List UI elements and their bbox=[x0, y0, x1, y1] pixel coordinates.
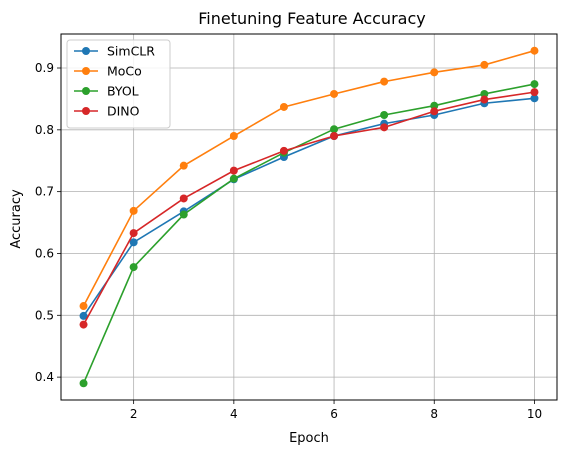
series-moco bbox=[79, 46, 539, 311]
data-point-moco bbox=[129, 206, 138, 215]
series-byol bbox=[79, 80, 539, 388]
x-tick-label: 6 bbox=[330, 407, 338, 421]
data-point-dino bbox=[229, 166, 238, 175]
data-point-byol bbox=[229, 174, 238, 183]
x-tick-label: 8 bbox=[430, 407, 438, 421]
data-point-moco bbox=[229, 132, 238, 141]
data-point-dino bbox=[79, 320, 88, 329]
data-point-dino bbox=[480, 95, 489, 104]
data-point-dino bbox=[330, 132, 339, 141]
data-point-byol bbox=[480, 89, 489, 98]
series-line-moco bbox=[82, 49, 535, 307]
data-point-moco bbox=[480, 60, 489, 69]
y-tick-label: 0.6 bbox=[35, 246, 54, 260]
data-point-dino bbox=[279, 146, 288, 155]
data-point-byol bbox=[430, 101, 439, 110]
data-point-dino bbox=[380, 123, 389, 132]
y-tick-label: 0.8 bbox=[35, 123, 54, 137]
chart-title: Finetuning Feature Accuracy bbox=[198, 9, 425, 28]
data-point-moco bbox=[330, 89, 339, 98]
y-tick-label: 0.5 bbox=[35, 308, 54, 322]
data-point-simclr bbox=[79, 311, 88, 320]
y-tick-label: 0.4 bbox=[35, 370, 54, 384]
y-tick-label: 0.9 bbox=[35, 61, 54, 75]
data-point-moco bbox=[380, 77, 389, 86]
data-point-moco bbox=[79, 302, 88, 311]
series-layer bbox=[79, 46, 539, 388]
y-tick-label: 0.7 bbox=[35, 185, 54, 199]
series-line-byol bbox=[82, 83, 535, 384]
series-line-simclr bbox=[82, 97, 535, 317]
series-line-dino bbox=[82, 91, 535, 325]
x-tick-label: 2 bbox=[130, 407, 138, 421]
legend-label-byol: BYOL bbox=[107, 84, 139, 99]
data-point-dino bbox=[430, 107, 439, 116]
data-point-byol bbox=[380, 110, 389, 119]
data-point-byol bbox=[330, 125, 339, 134]
series-dino bbox=[79, 88, 539, 329]
data-point-moco bbox=[179, 161, 188, 170]
x-tick-label: 10 bbox=[527, 407, 542, 421]
x-tick-label: 4 bbox=[230, 407, 238, 421]
data-point-dino bbox=[530, 88, 539, 97]
legend-marker-byol bbox=[82, 87, 90, 95]
legend-label-moco: MoCo bbox=[107, 64, 142, 79]
legend-label-simclr: SimCLR bbox=[107, 44, 155, 59]
axis-ticks: 2 4 6 8 10 0.4 0.5 0.6 0.7 0.8 0.9 bbox=[35, 61, 542, 421]
data-point-moco bbox=[430, 68, 439, 77]
data-point-byol bbox=[79, 379, 88, 388]
legend-box bbox=[66, 39, 171, 129]
x-axis-label: Epoch bbox=[289, 431, 329, 446]
data-point-moco bbox=[530, 46, 539, 55]
legend: SimCLR MoCo BYOL DINO bbox=[66, 39, 171, 129]
legend-marker-dino bbox=[82, 107, 90, 115]
data-point-dino bbox=[129, 229, 138, 238]
data-point-moco bbox=[279, 102, 288, 111]
data-point-simclr bbox=[129, 238, 138, 247]
data-point-simclr bbox=[530, 94, 539, 103]
legend-label-dino: DINO bbox=[107, 104, 140, 119]
data-point-byol bbox=[530, 80, 539, 89]
data-point-byol bbox=[179, 210, 188, 219]
legend-marker-simclr bbox=[82, 47, 90, 55]
y-axis-label: Accuracy bbox=[9, 189, 24, 249]
data-point-byol bbox=[129, 263, 138, 272]
plot-frame bbox=[60, 33, 558, 401]
data-point-dino bbox=[179, 194, 188, 203]
legend-marker-moco bbox=[82, 67, 90, 75]
